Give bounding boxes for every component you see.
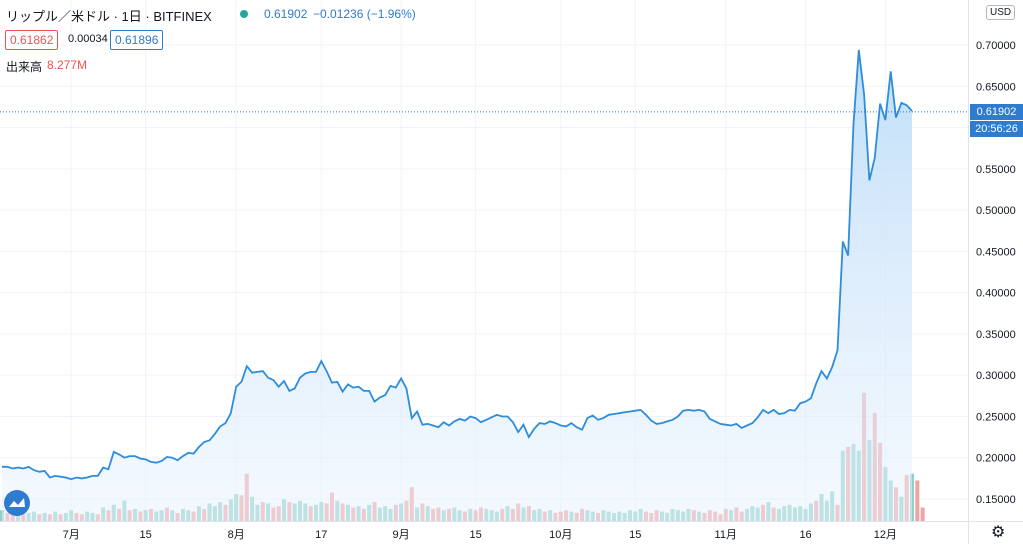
market-status-dot-icon [240, 10, 248, 18]
volume-value: 8.277M [47, 58, 88, 72]
y-tick-label: 0.35000 [976, 329, 1016, 341]
price-axis[interactable]: 0.700000.650000.600000.550000.500000.450… [968, 0, 1016, 544]
x-tick-label: 15 [140, 529, 152, 541]
spread-value: 0.00034 [68, 33, 108, 45]
x-tick-label: 16 [799, 529, 811, 541]
y-tick-label: 0.65000 [976, 81, 1016, 93]
y-tick-label: 0.45000 [976, 246, 1016, 258]
volume-label: 出来高 [6, 60, 43, 74]
tradingview-logo-icon[interactable] [4, 490, 30, 516]
x-tick-label: 11月 [715, 529, 737, 541]
y-tick-label: 0.30000 [976, 370, 1016, 382]
y-tick-label: 0.55000 [976, 164, 1016, 176]
y-tick-label: 0.15000 [976, 494, 1016, 506]
x-tick-label: 9月 [393, 529, 410, 541]
y-tick-label: 0.50000 [976, 205, 1016, 217]
price-area-fill [2, 50, 912, 521]
y-tick-label: 0.25000 [976, 411, 1016, 423]
x-tick-label: 17 [315, 529, 327, 541]
y-tick-label: 0.40000 [976, 288, 1016, 300]
last-price-tag: 0.61902 [970, 104, 1023, 120]
x-tick-label: 15 [470, 529, 482, 541]
y-tick-label: 0.70000 [976, 40, 1016, 52]
price-change: −0.01236 (−1.96%) [313, 7, 416, 21]
x-tick-label: 8月 [228, 529, 245, 541]
x-tick-label: 12月 [874, 529, 897, 541]
x-tick-label: 7月 [63, 529, 80, 541]
x-tick-label: 10月 [549, 529, 572, 541]
bid-price-chip[interactable]: 0.61862 [5, 30, 59, 50]
volume-bar [920, 507, 925, 521]
gear-icon[interactable]: ⚙ [991, 524, 1006, 541]
price-line [2, 49, 913, 481]
time-axis[interactable]: 7月 15 8月 17 9月 15 10月 15 11月 16 12月 [0, 521, 1023, 542]
ask-price-chip[interactable]: 0.61896 [110, 30, 164, 50]
currency-button[interactable]: USD [986, 5, 1016, 20]
volume-bar [915, 480, 920, 521]
symbol-title[interactable]: リップル／米ドル · 1日 · BITFINEX [6, 9, 212, 24]
x-tick-label: 15 [629, 529, 641, 541]
y-tick-label: 0.20000 [976, 453, 1016, 465]
countdown-tag: 20:56:26 [970, 121, 1023, 137]
last-price: 0.61902 [264, 7, 308, 21]
